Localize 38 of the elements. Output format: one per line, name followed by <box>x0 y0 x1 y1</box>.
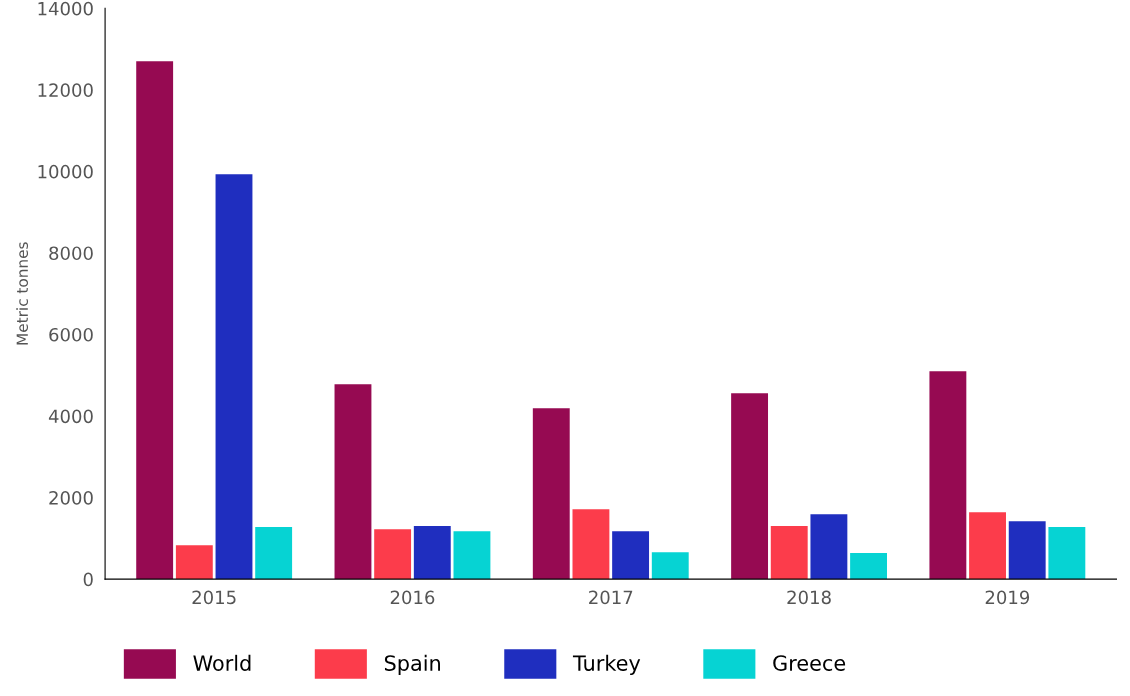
bar <box>532 408 570 580</box>
bar <box>731 393 769 580</box>
y-tick-label: 4000 <box>48 409 93 424</box>
bar <box>969 512 1006 580</box>
bar <box>453 531 491 580</box>
x-tick-label: 2016 <box>390 590 435 605</box>
y-tick-label: 2000 <box>49 491 93 505</box>
x-tick-label: 2015 <box>192 590 236 605</box>
bar <box>334 384 372 580</box>
y-tick-label: 14000 <box>38 1 93 16</box>
x-tick-label: 2017 <box>589 590 633 605</box>
y-tick-label: 12000 <box>38 83 93 97</box>
bar <box>136 61 174 580</box>
bar <box>651 552 689 580</box>
bar <box>215 174 253 580</box>
y-tick-label: 0 <box>83 572 93 587</box>
legend-label: Turkey <box>572 654 641 675</box>
legend-label: Spain <box>384 654 440 675</box>
bar <box>612 531 650 580</box>
bar <box>810 514 848 580</box>
bar <box>175 545 213 580</box>
x-tick-label: 2019 <box>985 590 1030 605</box>
bar <box>374 529 412 580</box>
legend-label: Greece <box>773 655 846 671</box>
bar <box>413 526 451 580</box>
y-tick-label: 8000 <box>49 246 93 261</box>
bar <box>1048 527 1086 580</box>
bar <box>572 509 610 580</box>
y-tick-label: 10000 <box>38 164 93 179</box>
bar <box>770 526 808 580</box>
y-axis-title: Metric tonnes <box>16 242 29 345</box>
bar <box>1008 521 1046 580</box>
y-tick-label: 6000 <box>49 327 93 342</box>
bar <box>929 371 967 580</box>
x-tick-label: 2018 <box>787 590 831 605</box>
bar <box>850 552 887 580</box>
legend-label: World <box>193 654 251 671</box>
bar <box>255 527 293 580</box>
